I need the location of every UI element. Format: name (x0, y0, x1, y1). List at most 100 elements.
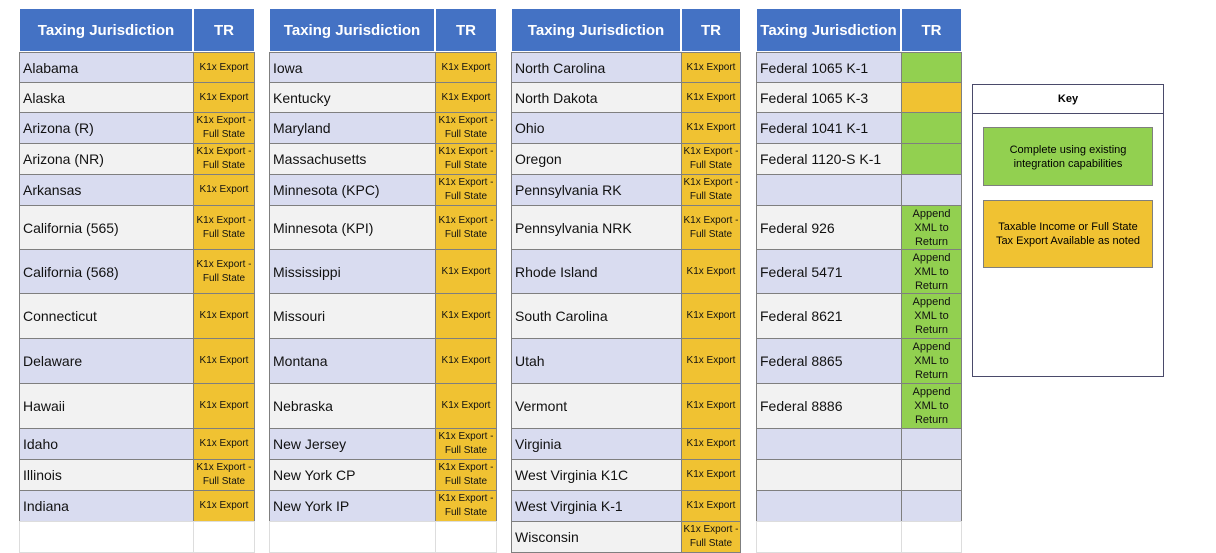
name-cell: New York IP (269, 490, 436, 522)
tr-cell: K1x Export (193, 52, 255, 83)
tr-cell: K1x Export - Full State (681, 174, 741, 206)
tr-cell: Append XML to Return (901, 205, 962, 250)
tr-cell: K1x Export - Full State (193, 143, 255, 175)
name-cell: Kentucky (269, 82, 436, 113)
name-cell: Arizona (NR) (19, 143, 194, 175)
name-cell: Oregon (511, 143, 682, 175)
tr-cell (901, 490, 962, 522)
tr-cell: Append XML to Return (901, 338, 962, 384)
tr-cell: K1x Export (193, 82, 255, 113)
tr-cell: Append XML to Return (901, 249, 962, 294)
name-cell: Hawaii (19, 383, 194, 429)
name-cell: New Jersey (269, 428, 436, 460)
tr-cell: K1x Export - Full State (435, 143, 497, 175)
key: Key Complete using existing integration … (972, 84, 1164, 377)
tr-cell: Append XML to Return (901, 383, 962, 429)
tr-cell: K1x Export - Full State (193, 205, 255, 250)
name-cell: Mississippi (269, 249, 436, 294)
name-cell: Delaware (19, 338, 194, 384)
tr-cell: K1x Export (681, 338, 741, 384)
tr-cell: K1x Export - Full State (435, 174, 497, 206)
name-cell: Missouri (269, 293, 436, 339)
tr-cell: K1x Export (681, 383, 741, 429)
header-cell: TR (901, 8, 962, 52)
name-cell: Alabama (19, 52, 194, 83)
tr-cell: K1x Export - Full State (435, 459, 497, 491)
name-cell: California (565) (19, 205, 194, 250)
tr-cell: K1x Export - Full State (435, 112, 497, 144)
name-cell: Rhode Island (511, 249, 682, 294)
key-item: Taxable Income or Full State Tax Export … (983, 200, 1153, 268)
name-cell (756, 428, 902, 460)
name-cell: Massachusetts (269, 143, 436, 175)
name-cell: Indiana (19, 490, 194, 522)
tr-cell (901, 459, 962, 491)
key-item: Complete using existing integration capa… (983, 127, 1153, 186)
tr-cell (901, 174, 962, 206)
key-title: Key (973, 85, 1163, 114)
name-cell (756, 521, 902, 553)
tr-cell: K1x Export - Full State (435, 428, 497, 460)
header-cell: TR (193, 8, 255, 52)
tr-cell (901, 143, 962, 175)
tr-cell (435, 521, 497, 553)
name-cell: New York CP (269, 459, 436, 491)
tr-cell (901, 521, 962, 553)
name-cell: Federal 1041 K-1 (756, 112, 902, 144)
header-cell: TR (681, 8, 741, 52)
name-cell: West Virginia K-1 (511, 490, 682, 522)
tr-cell: K1x Export - Full State (435, 490, 497, 522)
tr-cell: K1x Export (435, 82, 497, 113)
name-cell: Nebraska (269, 383, 436, 429)
header-cell: Taxing Jurisdiction (19, 8, 193, 52)
tr-cell: K1x Export (681, 112, 741, 144)
name-cell: Federal 8865 (756, 338, 902, 384)
tr-cell: K1x Export (435, 52, 497, 83)
tr-cell: K1x Export (435, 293, 497, 339)
tr-cell: K1x Export (193, 174, 255, 206)
tr-cell: K1x Export (681, 490, 741, 522)
name-cell: Ohio (511, 112, 682, 144)
name-cell: North Dakota (511, 82, 682, 113)
name-cell: Federal 8886 (756, 383, 902, 429)
tr-cell (901, 52, 962, 83)
name-cell: Federal 1120-S K-1 (756, 143, 902, 175)
name-cell: Virginia (511, 428, 682, 460)
tr-cell: K1x Export - Full State (193, 249, 255, 294)
name-cell: Federal 926 (756, 205, 902, 250)
tr-cell: K1x Export - Full State (435, 205, 497, 250)
name-cell: Connecticut (19, 293, 194, 339)
tr-cell: K1x Export (681, 52, 741, 83)
tr-cell: K1x Export (435, 383, 497, 429)
tr-cell: K1x Export (681, 82, 741, 113)
name-cell: North Carolina (511, 52, 682, 83)
tr-cell: K1x Export (193, 293, 255, 339)
name-cell (756, 490, 902, 522)
name-cell: Minnesota (KPC) (269, 174, 436, 206)
tr-cell: K1x Export (193, 338, 255, 384)
name-cell: Pennsylvania NRK (511, 205, 682, 250)
tr-cell: Append XML to Return (901, 293, 962, 339)
name-cell: Arkansas (19, 174, 194, 206)
tr-cell: K1x Export (435, 338, 497, 384)
tr-cell: K1x Export (681, 459, 741, 491)
name-cell: Idaho (19, 428, 194, 460)
tr-cell: K1x Export (681, 293, 741, 339)
tr-cell: K1x Export - Full State (193, 459, 255, 491)
name-cell: Minnesota (KPI) (269, 205, 436, 250)
tr-cell: K1x Export (193, 383, 255, 429)
tr-cell: K1x Export - Full State (681, 143, 741, 175)
name-cell: Pennsylvania RK (511, 174, 682, 206)
name-cell (756, 174, 902, 206)
tr-cell: K1x Export (193, 490, 255, 522)
name-cell: Vermont (511, 383, 682, 429)
name-cell: California (568) (19, 249, 194, 294)
name-cell (756, 459, 902, 491)
name-cell: Federal 1065 K-3 (756, 82, 902, 113)
name-cell: Alaska (19, 82, 194, 113)
tr-cell: K1x Export - Full State (681, 521, 741, 553)
name-cell: South Carolina (511, 293, 682, 339)
tr-cell (193, 521, 255, 553)
tr-cell: K1x Export (435, 249, 497, 294)
